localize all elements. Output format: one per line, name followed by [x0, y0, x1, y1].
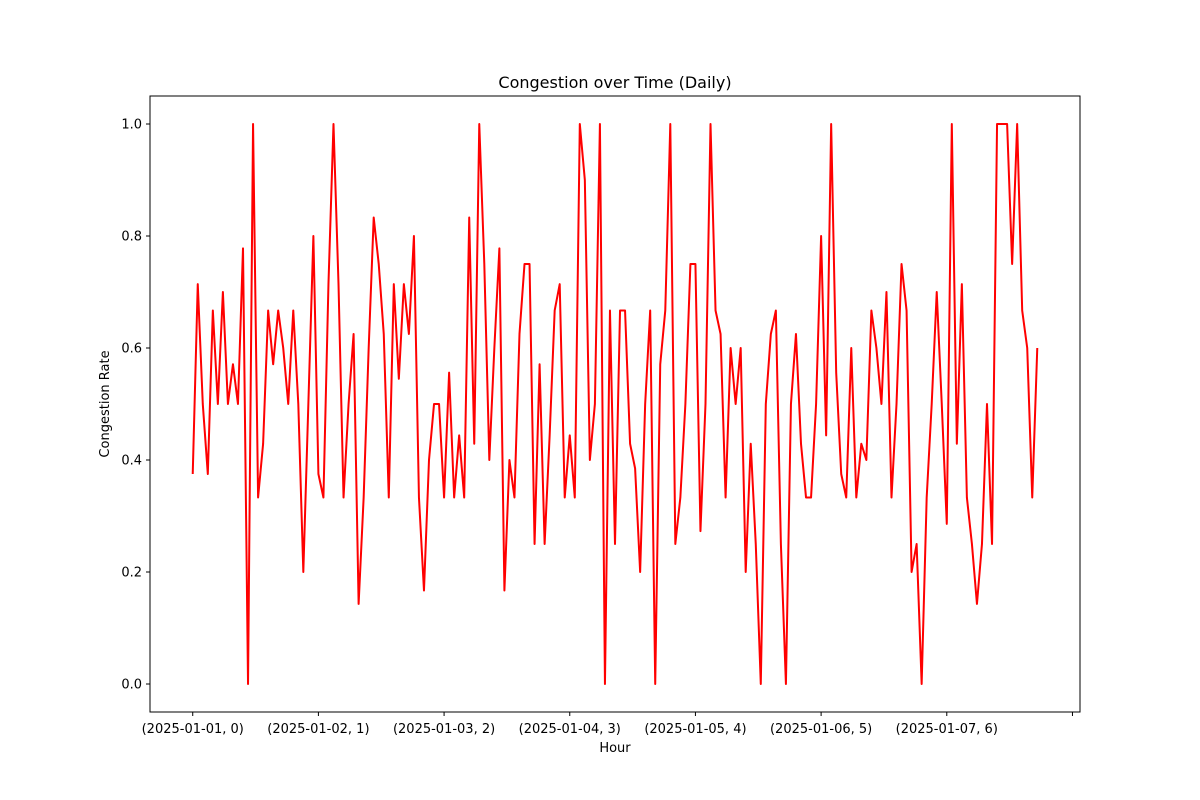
series-line — [191, 123, 1039, 685]
y-tick-label: 0.8 — [121, 230, 142, 245]
x-tick-label: (2025-01-04, 3) — [519, 722, 621, 737]
x-axis: (2025-01-01, 0) (2025-01-02, 1) (2025-01-0… — [142, 712, 1073, 737]
x-axis-label: Hour — [599, 741, 631, 756]
y-tick-label: 0.4 — [121, 454, 142, 469]
x-tick-label: (2025-01-02, 1) — [267, 722, 369, 737]
plot-frame — [149, 95, 1081, 713]
y-axis-label: Congestion Rate — [98, 350, 113, 457]
plot-area — [191, 123, 1039, 685]
x-tick-label: (2025-01-01, 0) — [142, 722, 244, 737]
x-tick-label: (2025-01-03, 2) — [393, 722, 495, 737]
y-axis: 0.0 0.2 0.4 0.6 0.8 1.0 — [121, 118, 150, 693]
y-tick-label: 0.0 — [121, 678, 142, 693]
y-tick-label: 0.2 — [121, 566, 142, 581]
y-tick-label: 0.6 — [121, 342, 142, 357]
x-tick-label: (2025-01-05, 4) — [644, 722, 746, 737]
chart-title: Congestion over Time (Daily) — [498, 73, 731, 92]
x-tick-label: (2025-01-07, 6) — [896, 722, 998, 737]
x-tick-label: (2025-01-06, 5) — [770, 722, 872, 737]
y-tick-label: 1.0 — [121, 118, 142, 133]
